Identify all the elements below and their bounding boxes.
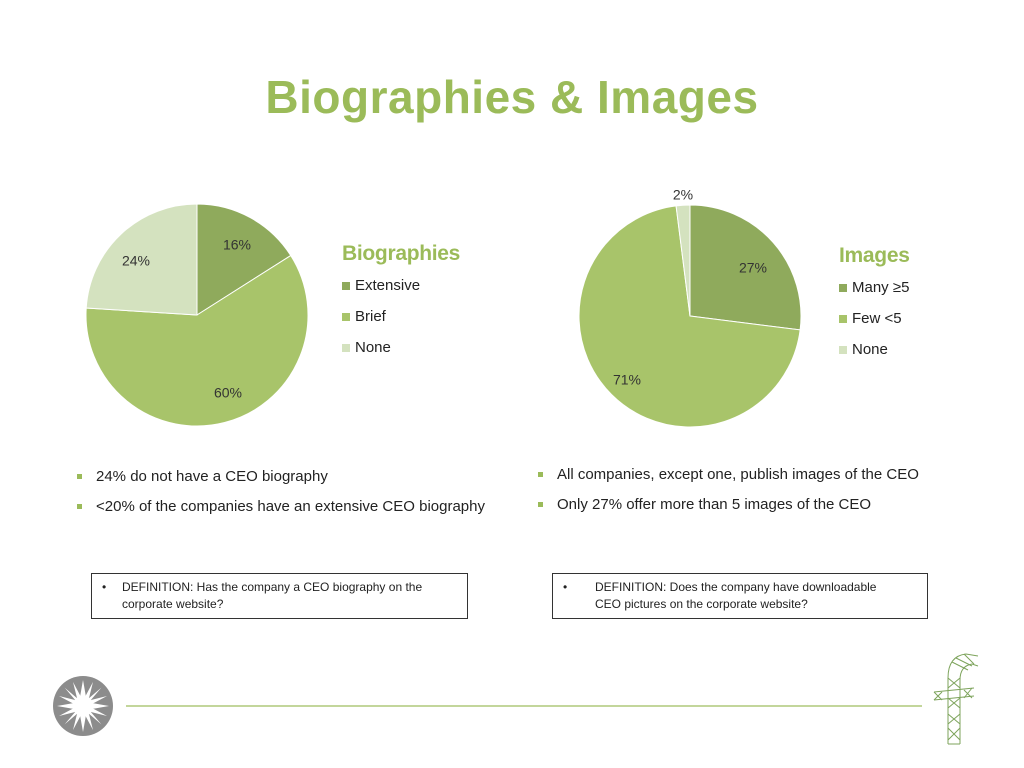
slide-title: Biographies & Images: [265, 71, 759, 123]
bullet-square-icon: [77, 474, 82, 479]
legend-item-few: Few <5: [839, 303, 910, 334]
biographies-legend-title: Biographies: [342, 242, 461, 265]
definition-text-line1: DEFINITION: Does the company have downlo…: [595, 580, 877, 594]
pie-slice-none: [675, 204, 691, 317]
footer-divider: [126, 705, 922, 707]
pie-slice-many-5: [689, 204, 802, 331]
data-label: 16%: [223, 237, 251, 253]
biographies-legend: Biographies Extensive Brief None: [342, 242, 460, 363]
definition-bullet: •: [563, 580, 568, 594]
legend-swatch-many: [839, 283, 847, 292]
images-pie-chart: 27% 71% 2%: [578, 187, 802, 428]
legend-label-many: Many ≥5: [852, 279, 910, 296]
legend-swatch-images-none: [839, 345, 847, 354]
legend-label-extensive: Extensive: [355, 277, 421, 294]
definition-box-biographies: • DEFINITION: Has the company a CEO biogr…: [91, 573, 468, 619]
biographies-pie-chart: 16% 60% 24%: [85, 203, 309, 427]
finding-text: All companies, except one, publish image…: [557, 466, 919, 483]
list-item: Only 27% offer more than 5 images of the…: [538, 496, 919, 526]
legend-label-few: Few <5: [852, 310, 902, 327]
list-item: All companies, except one, publish image…: [538, 466, 919, 496]
pie-slice-few-5: [578, 205, 801, 428]
definition-text-line1: DEFINITION: Has the company a CEO biogra…: [122, 580, 423, 594]
finding-text: 24% do not have a CEO biography: [96, 468, 328, 485]
legend-item-none: None: [342, 332, 460, 363]
data-label: 71%: [613, 372, 641, 388]
finding-text: <20% of the companies have an extensive …: [96, 498, 485, 515]
data-label: 2%: [673, 187, 693, 203]
legend-swatch-brief: [342, 312, 350, 321]
legend-label-brief: Brief: [355, 308, 386, 325]
definition-box-images: • DEFINITION: Does the company have downl…: [552, 573, 928, 619]
legend-swatch-extensive: [342, 281, 350, 290]
definition-text-line2: corporate website?: [122, 597, 224, 611]
pie-slice-extensive: [196, 203, 292, 316]
bullet-square-icon: [77, 504, 82, 509]
definition-text-line2: CEO pictures on the corporate website?: [595, 597, 808, 611]
pie-slice-none: [85, 203, 198, 316]
pie-slice-brief: [85, 254, 309, 427]
legend-item-many: Many ≥5: [839, 272, 910, 303]
data-label: 24%: [122, 253, 150, 269]
legend-swatch-few: [839, 314, 847, 323]
list-item: 24% do not have a CEO biography: [77, 468, 485, 498]
bullet-square-icon: [538, 472, 543, 477]
data-label: 27%: [739, 260, 767, 276]
legend-item-images-none: None: [839, 334, 910, 365]
sunburst-logo-icon: [53, 676, 113, 736]
legend-swatch-none: [342, 343, 350, 352]
images-legend: Images Many ≥5 Few <5 None: [839, 244, 910, 365]
definition-bullet: •: [102, 580, 107, 594]
biographies-findings-list: 24% do not have a CEO biography <20% of …: [77, 468, 485, 528]
legend-label-images-none: None: [852, 341, 888, 358]
bullet-square-icon: [538, 502, 543, 507]
images-legend-title: Images: [839, 244, 910, 267]
legend-label-none: None: [355, 339, 391, 356]
wireframe-letter-f-logo-icon: [933, 653, 979, 745]
images-findings-list: All companies, except one, publish image…: [538, 466, 919, 526]
legend-item-brief: Brief: [342, 301, 460, 332]
legend-item-extensive: Extensive: [342, 270, 460, 301]
data-label: 60%: [214, 385, 242, 401]
finding-text: Only 27% offer more than 5 images of the…: [557, 496, 872, 513]
list-item: <20% of the companies have an extensive …: [77, 498, 485, 528]
